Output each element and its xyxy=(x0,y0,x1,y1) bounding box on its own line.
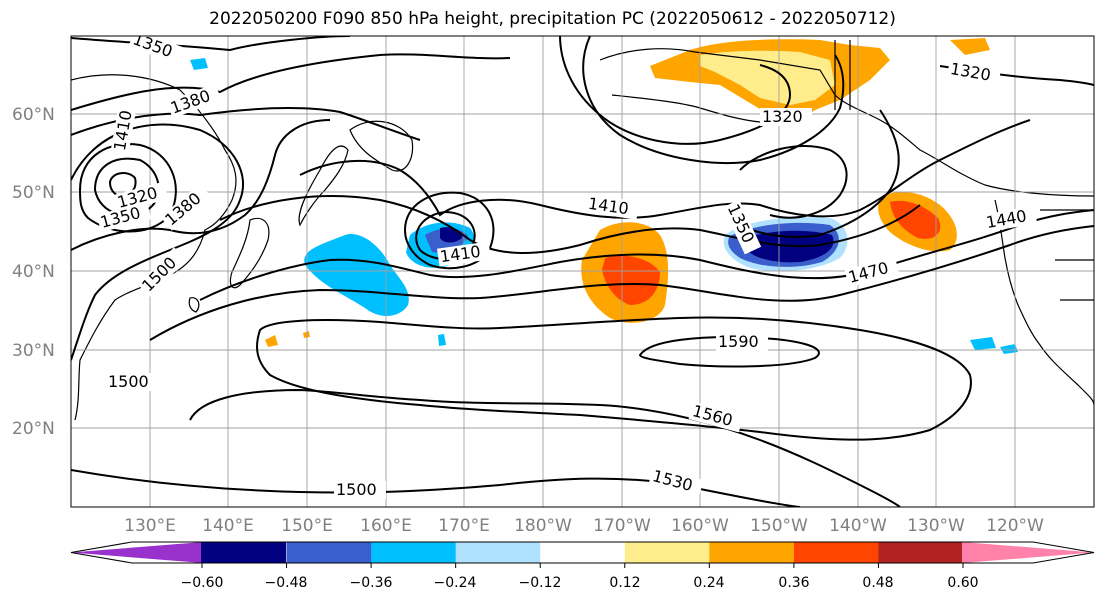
lat-label: 60°N xyxy=(12,105,55,125)
colorbar-segment xyxy=(201,542,287,563)
precip-shading xyxy=(190,38,1018,354)
colorbar-segment xyxy=(371,542,457,563)
lon-label: 150°W xyxy=(750,516,808,536)
colorbar-segment xyxy=(624,542,710,563)
lat-label: 30°N xyxy=(12,341,55,361)
colorbar-segment xyxy=(793,542,879,563)
lat-label: 40°N xyxy=(12,262,55,282)
colorbar-tick-label: −0.12 xyxy=(519,575,562,591)
precip-negative-west xyxy=(304,234,409,316)
lon-label: 130°W xyxy=(907,516,965,536)
lat-label: 50°N xyxy=(12,183,55,203)
map-frame xyxy=(70,35,1095,508)
colorbar-tick-label: 0.12 xyxy=(609,575,640,591)
colorbar-segment xyxy=(709,542,795,563)
colorbar-extend-max xyxy=(962,542,1094,563)
lon-label: 140°W xyxy=(829,516,887,536)
map-area: 1350 1380 1410 1320 1380 1350 1500 1410 … xyxy=(71,36,1094,507)
colorbar: −0.60 −0.48 −0.36 −0.24 −0.12 0.12 0.24 … xyxy=(70,541,1095,591)
colorbar-tick-label: 0.48 xyxy=(862,575,893,591)
colorbar-tick-label: −0.48 xyxy=(265,575,308,591)
contour-label: 1590 xyxy=(718,332,759,351)
latitude-labels: 60°N 50°N 40°N 30°N 20°N xyxy=(12,105,55,439)
colorbar-outline xyxy=(70,541,1095,564)
graticule xyxy=(71,36,1094,507)
contour-label: 1500 xyxy=(336,480,377,499)
map-title: 2022050200 F090 850 hPa height, precipit… xyxy=(209,9,896,29)
colorbar-segment xyxy=(878,542,964,563)
lon-label: 120°W xyxy=(986,516,1044,536)
lon-label: 180°W xyxy=(514,516,572,536)
colorbar-tick-label: 0.24 xyxy=(693,575,724,591)
colorbar-tick-label: −0.36 xyxy=(350,575,393,591)
lon-label: 140°E xyxy=(202,516,254,536)
colorbar-segment xyxy=(455,542,541,563)
contour-label: 1320 xyxy=(762,107,803,126)
coastlines xyxy=(71,40,1094,421)
colorbar-tick-label: −0.24 xyxy=(434,575,477,591)
lon-label: 160°W xyxy=(671,516,729,536)
contour-label: 1500 xyxy=(108,372,149,391)
longitude-labels: 130°E 140°E 150°E 160°E 170°E 180°W 170°… xyxy=(124,516,1044,536)
colorbar-tick-label: 0.60 xyxy=(947,575,978,591)
colorbar-segment xyxy=(540,542,626,563)
colorbar-tick-label: 0.36 xyxy=(778,575,809,591)
lon-label: 160°E xyxy=(360,516,412,536)
colorbar-segment xyxy=(286,542,372,563)
colorbar-extend-min xyxy=(71,542,203,563)
lon-label: 170°W xyxy=(593,516,651,536)
lat-label: 20°N xyxy=(12,419,55,439)
lon-label: 170°E xyxy=(438,516,490,536)
colorbar-tick-label: −0.60 xyxy=(181,575,224,591)
lon-label: 150°E xyxy=(281,516,333,536)
lon-label: 130°E xyxy=(124,516,176,536)
